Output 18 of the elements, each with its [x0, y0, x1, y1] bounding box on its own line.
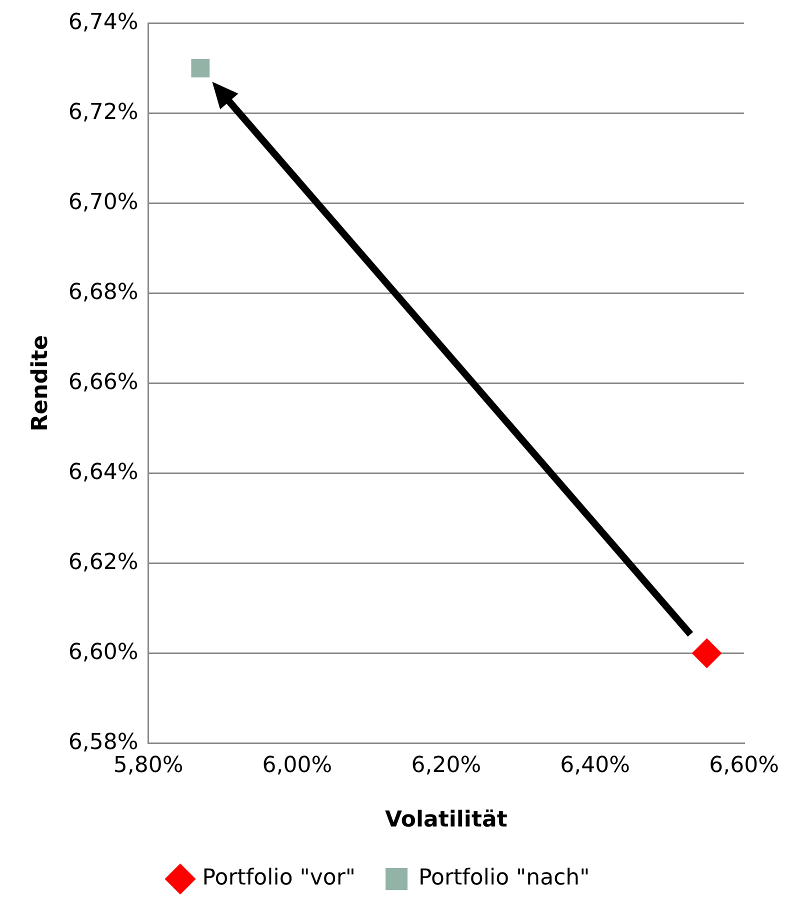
x-axis-title: Volatilität	[385, 808, 508, 833]
y-tick-label: 6,68%	[68, 280, 138, 305]
y-tick-label: 6,64%	[68, 460, 138, 485]
y-tick-label: 6,70%	[68, 190, 138, 215]
y-tick-label: 6,62%	[68, 550, 138, 575]
y-tick-label: 6,74%	[68, 10, 138, 35]
x-tick-label: 6,40%	[560, 753, 630, 778]
x-tick-label: 6,20%	[411, 753, 482, 778]
y-axis-title: Rendite	[28, 335, 53, 432]
x-tick-label: 6,60%	[709, 753, 779, 778]
x-tick-label: 5,80%	[113, 753, 184, 778]
y-tick-label: 6,66%	[68, 370, 138, 395]
legend-label: Portfolio "nach"	[418, 866, 590, 891]
y-tick-label: 6,60%	[68, 640, 138, 665]
y-tick-label: 6,58%	[68, 730, 138, 755]
legend-label: Portfolio "vor"	[202, 866, 356, 891]
x-tick-label: 6,00%	[262, 753, 332, 778]
y-tick-label: 6,72%	[68, 100, 138, 125]
